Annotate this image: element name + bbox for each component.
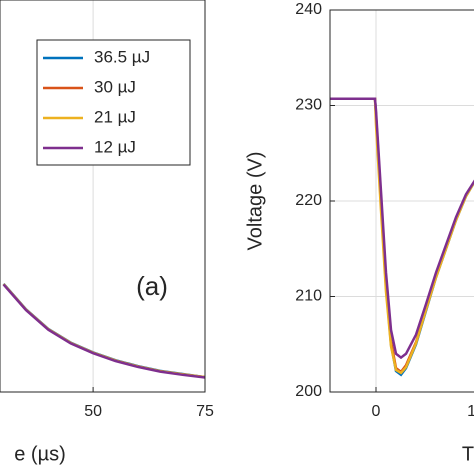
data-line	[330, 97, 474, 377]
x-axis-label: T	[462, 443, 474, 465]
data-line	[2, 283, 206, 379]
x-tick-label: 0	[372, 403, 381, 420]
data-line	[2, 283, 206, 379]
x-tick-label: 10	[467, 403, 474, 420]
data-line	[330, 97, 474, 360]
x-tick-label: 75	[196, 403, 214, 420]
legend-label: 12 µJ	[94, 137, 136, 156]
y-tick-label: 220	[295, 192, 322, 209]
legend-label: 30 µJ	[94, 77, 136, 96]
data-line	[2, 283, 206, 379]
data-line	[330, 97, 474, 374]
x-tick-label: 50	[84, 403, 102, 420]
y-tick-label: 230	[295, 97, 322, 114]
plot-frame	[0, 0, 206, 393]
legend-label: 36.5 µJ	[94, 47, 150, 66]
y-axis-label: Voltage (V)	[244, 152, 266, 251]
legend-label: 21 µJ	[94, 107, 136, 126]
data-line	[330, 97, 474, 375]
data-line	[2, 282, 206, 379]
y-tick-label: 210	[295, 288, 322, 305]
plot-frame	[329, 9, 474, 393]
x-axis-label: e (µs)	[14, 443, 66, 465]
annotation: (a)	[136, 271, 168, 301]
legend-box	[36, 39, 191, 166]
y-tick-label: 240	[295, 1, 322, 18]
y-tick-label: 200	[295, 383, 322, 400]
